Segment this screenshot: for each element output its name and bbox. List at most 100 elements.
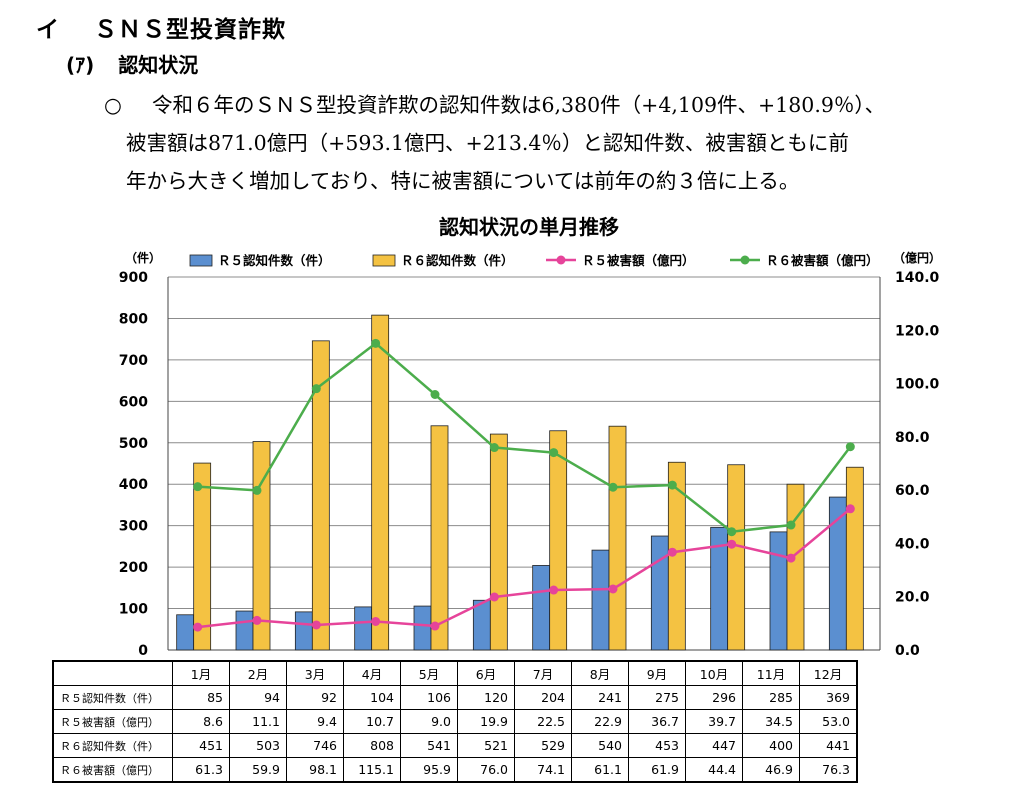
bar-r6-count: [489, 433, 508, 651]
month-header: 7月: [514, 660, 572, 686]
section-heading: イ ＳＮＳ型投資詐欺: [36, 10, 286, 44]
table-cell: 74.1: [514, 757, 572, 783]
left-tick-label: 500: [119, 436, 148, 452]
table-cell: 61.3: [172, 757, 230, 783]
table-cell: 61.9: [628, 757, 686, 783]
month-header: 6月: [457, 660, 515, 686]
table-cell: 104: [343, 685, 401, 710]
point-r5-damage: [371, 616, 381, 626]
point-r5-damage: [667, 547, 677, 557]
bar-r5-count: [235, 610, 254, 651]
subsection-marker: (ｱ): [66, 53, 95, 77]
table-cell: 204: [514, 685, 572, 710]
left-tick-label: 900: [119, 270, 148, 286]
bar-r6-count: [786, 483, 805, 651]
legend-label: Ｒ５認知件数（件）: [218, 253, 331, 268]
point-r5-damage: [489, 592, 499, 602]
table-cell: 92: [286, 685, 344, 710]
row-label: Ｒ６被害額（億円）: [52, 757, 173, 783]
paragraph-line-2: 被害額は871.0億円（+593.1億円、+213.4％）と認知件数、被害額とも…: [126, 131, 849, 155]
paragraph-line-3: 年から大きく増加しており、特に被害額については前年の約３倍に上る。: [126, 169, 800, 193]
bar-r6-count: [727, 464, 746, 651]
table-cell: 369: [799, 685, 858, 710]
right-tick-label: 80.0: [895, 430, 930, 446]
point-r6-damage: [845, 442, 855, 452]
bar-r5-count: [294, 611, 313, 651]
row-label: Ｒ５被害額（億円）: [52, 709, 173, 734]
table-cell: 115.1: [343, 757, 401, 783]
bar-r5-count: [472, 599, 491, 651]
month-header: 2月: [229, 660, 287, 686]
point-r6-damage: [193, 482, 203, 492]
right-tick-label: 20.0: [895, 590, 930, 606]
table-cell: 808: [343, 733, 401, 758]
bar-r6-count: [549, 430, 568, 651]
table-cell: 9.0: [400, 709, 458, 734]
table-cell: 9.4: [286, 709, 344, 734]
table-cell: 36.7: [628, 709, 686, 734]
bar-r5-count: [532, 565, 551, 651]
table-cell: 521: [457, 733, 515, 758]
point-r6-damage: [252, 485, 262, 495]
table-cell: 98.1: [286, 757, 344, 783]
point-r5-damage: [727, 539, 737, 549]
table-cell: 540: [571, 733, 629, 758]
bar-r5-count: [176, 614, 195, 651]
table-row: Ｒ６認知件数（件） 451 503 746 808 541 521 529 540 453 447 4…: [52, 733, 858, 758]
point-r5-damage: [845, 504, 855, 514]
table-cell: 61.1: [571, 757, 629, 783]
legend-label: Ｒ５被害額（億円）: [582, 253, 695, 268]
legend-swatch: [189, 254, 213, 267]
month-header: 8月: [571, 660, 629, 686]
table-cell: 44.4: [685, 757, 743, 783]
point-r6-damage: [786, 520, 796, 530]
table-cell: 19.9: [457, 709, 515, 734]
subsection-heading: (ｱ) 認知状況: [66, 49, 198, 78]
table-cell: 447: [685, 733, 743, 758]
point-r6-damage: [489, 443, 499, 453]
left-tick-label: 0: [138, 643, 148, 659]
table-cell: 296: [685, 685, 743, 710]
left-tick-label: 400: [119, 477, 148, 493]
table-cell: 46.9: [742, 757, 800, 783]
table-cell: 275: [628, 685, 686, 710]
month-header: 1月: [172, 660, 230, 686]
right-tick-label: 40.0: [895, 536, 930, 552]
left-tick-label: 700: [119, 353, 148, 369]
row-label: Ｒ６認知件数（件）: [52, 733, 173, 758]
table-cell: 453: [628, 733, 686, 758]
data-table: 1月 2月 3月 4月 5月 6月 7月 8月 9月 10月 11月 12月 Ｒ５認知件数（件） 85 94…: [52, 660, 858, 783]
left-tick-label: 200: [119, 560, 148, 576]
bar-r5-count: [413, 605, 432, 651]
month-header: 5月: [400, 660, 458, 686]
point-r6-damage: [549, 448, 559, 458]
table-row: Ｒ６被害額（億円） 61.3 59.9 98.1 115.1 95.9 76.0 74.1 61…: [52, 757, 858, 783]
table-cell: 120: [457, 685, 515, 710]
point-r5-damage: [608, 584, 618, 594]
table-row: Ｒ５認知件数（件） 85 94 92 104 106 120 204 241 275 296 285 3…: [52, 685, 858, 710]
chart-title: 認知状況の単月推移: [439, 215, 619, 239]
bar-r6-count: [311, 340, 330, 651]
bar-r6-count: [845, 466, 864, 651]
table-cell: 11.1: [229, 709, 287, 734]
table-cell: 22.5: [514, 709, 572, 734]
point-r5-damage: [786, 553, 796, 563]
table-cell: 451: [172, 733, 230, 758]
table-cell: 503: [229, 733, 287, 758]
bar-r6-count: [608, 425, 627, 651]
table-cell: 106: [400, 685, 458, 710]
left-tick-label: 300: [119, 519, 148, 535]
bar-r5-count: [650, 535, 669, 651]
table-header-row: 1月 2月 3月 4月 5月 6月 7月 8月 9月 10月 11月 12月: [52, 660, 858, 686]
point-r5-damage: [311, 620, 321, 630]
table-cell: 85: [172, 685, 230, 710]
point-r6-damage: [311, 384, 321, 394]
table-cell: 53.0: [799, 709, 858, 734]
section-marker: イ: [36, 17, 60, 43]
legend-label: Ｒ６認知件数（件）: [401, 253, 514, 268]
bullet-mark: ○: [104, 93, 122, 117]
month-header: 10月: [685, 660, 743, 686]
table-cell: 95.9: [400, 757, 458, 783]
legend-marker: [556, 255, 566, 265]
month-header: 12月: [799, 660, 858, 686]
